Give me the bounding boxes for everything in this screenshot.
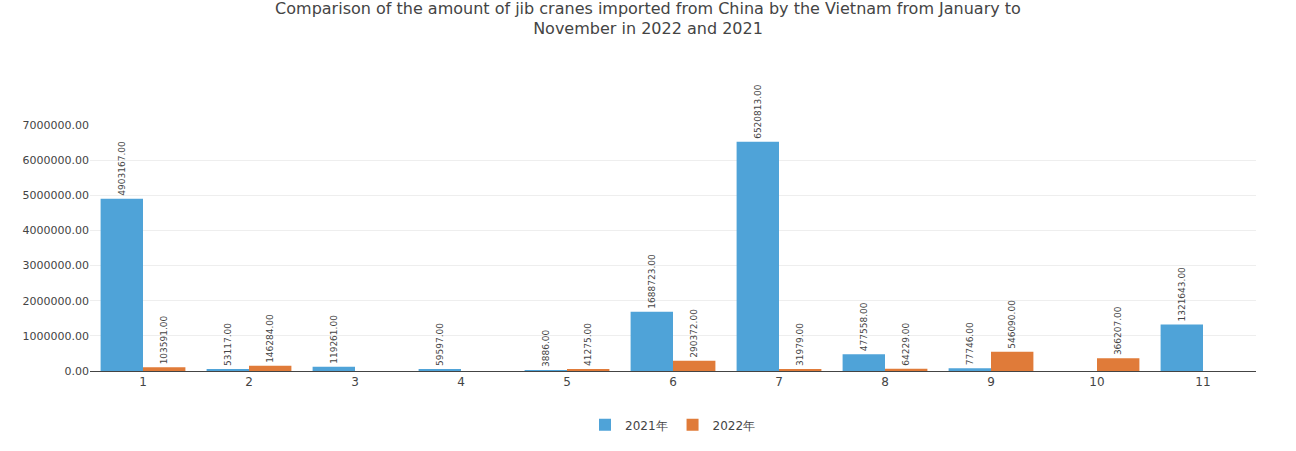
svg-text:290372.00: 290372.00 xyxy=(689,309,699,358)
svg-text:31979.00: 31979.00 xyxy=(795,323,805,366)
svg-text:3000000.00: 3000000.00 xyxy=(23,259,89,272)
svg-text:Comparison of the amount of ji: Comparison of the amount of jib cranes i… xyxy=(275,0,1021,38)
svg-text:4: 4 xyxy=(457,375,465,389)
svg-text:0.00: 0.00 xyxy=(65,365,90,378)
svg-text:3: 3 xyxy=(351,375,359,389)
svg-text:119261.00: 119261.00 xyxy=(329,315,339,364)
svg-text:1688723.00: 1688723.00 xyxy=(647,254,657,309)
svg-text:4903167.00: 4903167.00 xyxy=(117,141,127,196)
svg-text:59597.00: 59597.00 xyxy=(435,323,445,366)
svg-text:2: 2 xyxy=(245,375,253,389)
svg-text:366207.00: 366207.00 xyxy=(1113,306,1123,355)
svg-text:9: 9 xyxy=(987,375,995,389)
svg-text:546090.00: 546090.00 xyxy=(1007,300,1017,349)
svg-text:8: 8 xyxy=(881,375,889,389)
svg-text:7000000.00: 7000000.00 xyxy=(23,119,89,132)
svg-text:2022年: 2022年 xyxy=(713,419,756,433)
svg-text:5000000.00: 5000000.00 xyxy=(23,189,89,202)
svg-text:4000000.00: 4000000.00 xyxy=(23,224,89,237)
svg-text:6520813.00: 6520813.00 xyxy=(753,84,763,139)
svg-text:11: 11 xyxy=(1195,375,1210,389)
svg-text:77746.00: 77746.00 xyxy=(965,322,975,365)
svg-text:6000000.00: 6000000.00 xyxy=(23,154,89,167)
svg-text:2021年: 2021年 xyxy=(625,419,668,433)
svg-text:5: 5 xyxy=(563,375,571,389)
svg-text:7: 7 xyxy=(775,375,783,389)
svg-text:103591.00: 103591.00 xyxy=(159,315,169,364)
svg-text:146284.00: 146284.00 xyxy=(265,314,275,363)
svg-text:1000000.00: 1000000.00 xyxy=(23,330,89,343)
svg-text:1321643.00: 1321643.00 xyxy=(1177,267,1187,322)
svg-text:477558.00: 477558.00 xyxy=(859,302,869,351)
svg-text:3886.00: 3886.00 xyxy=(541,330,551,367)
svg-text:41275.00: 41275.00 xyxy=(583,323,593,366)
svg-text:10: 10 xyxy=(1089,375,1104,389)
svg-text:1: 1 xyxy=(139,375,147,389)
svg-text:2000000.00: 2000000.00 xyxy=(23,295,89,308)
svg-text:64229.00: 64229.00 xyxy=(901,323,911,366)
svg-text:53117.00: 53117.00 xyxy=(223,323,233,366)
svg-text:6: 6 xyxy=(669,375,677,389)
